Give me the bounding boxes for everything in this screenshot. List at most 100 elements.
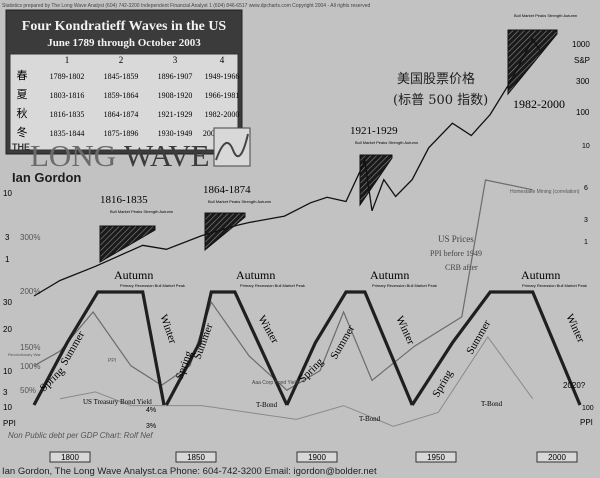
left-side-tick-10: 10 [3,367,12,376]
right-tick-6: 6 [584,185,588,192]
table-body [9,53,239,151]
chinese-title-line2: (标普 500 指数) [393,93,488,108]
table-cell: 1816-1835 [50,110,85,119]
season-glyph: 春 [17,69,28,82]
price-tick-300: 300% [20,233,40,242]
table-rows: 春 1789-1802 1845-1859 1896-1907 1949-1966 夏 18… [17,69,242,139]
bubble-hatch-2 [204,212,246,252]
right-tick-100: 100 [582,405,594,412]
logo-long: LONG [30,138,116,173]
price-tick-50: 50% [20,386,36,395]
crb-after-label: CRB after [445,263,478,272]
tbond-label-3: T-Bond [481,400,503,408]
summer-label-2: Summer [192,322,216,361]
bubble-note-2: Bull Market Peaks Strength Autumn [208,199,271,204]
table-cell: 1789-1802 [50,72,85,81]
stock-tick-10: 10 [3,189,12,198]
bubble-label-3: 1921-1929 [350,125,398,137]
table-cell: 1949-1966 [205,72,240,81]
right-tick-10: 10 [582,143,590,150]
right-tick-1: 1 [584,239,588,246]
series-sp [33,37,541,297]
footer-contact: Ian Gordon, The Long Wave Analyst.ca Pho… [2,466,377,477]
aaa-label: Aaa Corp Bond Yield [252,380,299,386]
tbond-yield-label: US Treasury Bond Yield [83,398,152,406]
autumn-label-4: Autumn [521,268,560,282]
bubble-label-1: 1816-1835 [100,194,148,206]
us-prices-label: US Prices [438,234,474,244]
autumn-note-1: Primary Recession Bull Market Peak [120,283,185,288]
homestake-label: Homestake Mining (correlation) [510,189,580,195]
bubble-1982-2000: 1982-2000 Bull Market Peaks Strength Aut… [507,13,577,111]
ppi-left: PPI [3,419,16,428]
left-side-tick-10b: 10 [3,403,12,412]
stock-tick-1: 1 [5,255,10,264]
bubble-label-4: 1982-2000 [513,97,565,111]
bubble-hatch-4 [507,29,558,96]
bubble-1816-1835: 1816-1835 Bull Market Peaks Strength Aut… [99,194,173,263]
col-header-2: 2 [119,55,124,65]
right-tick-3: 3 [584,217,588,224]
series-bond-yield [59,336,534,427]
season-glyph: 夏 [17,88,28,101]
season-glyph: 秋 [17,106,28,120]
autumn-note-3: Primary Recession Bull Market Peak [372,283,437,288]
wave-lines [32,290,582,406]
stock-tick-3: 3 [5,233,10,242]
table-title: Four Kondratieff Waves in the US [22,19,227,34]
logo-wave: WAVE [124,138,210,173]
table-cell: 1982-2000 [205,110,240,119]
table-cell: 1859-1864 [104,91,139,100]
chinese-title-line1: 美国股票价格 [397,71,475,87]
logo-author: Ian Gordon [12,170,81,185]
bubble-label-2: 1864-1874 [203,184,251,196]
decade-1850: 1850 [187,453,205,462]
decade-box-1950 [415,451,457,463]
table-cell: 1930-1949 [158,129,193,138]
left-side-tick-20: 20 [3,325,12,334]
left-side-tick-3: 3 [3,388,8,397]
logo-the: THE [12,142,30,152]
ppi-right: PPI [580,418,593,427]
col-header-4: 4 [220,55,225,65]
ppi-small-label: PPI [108,358,116,364]
decade-box-1850 [175,451,217,463]
table-cell: 1921-1929 [158,110,193,119]
table-cell: 1875-1896 [104,129,139,138]
sp-label: S&P [574,56,590,65]
sp-tick-1000: 1000 [572,40,590,49]
autumn-note-4: Primary Recession Bull Market Peak [522,283,587,288]
decade-1950: 1950 [427,453,445,462]
decade-box-1800 [49,451,91,463]
winter-label-1: Winter [157,313,179,346]
wave-trapezoid-4 [410,290,582,406]
autumn-label-3: Autumn [370,268,409,282]
price-tick-200: 200% [20,287,40,296]
decade-1800: 1800 [61,453,79,462]
table-cell: 1864-1874 [104,110,139,119]
tbond-label-2: T-Bond [359,415,381,423]
bubble-1921-1929: 1921-1929 Bull Market Peaks Strength Aut… [350,125,418,207]
wave-trapezoid-1 [32,290,166,406]
longwave-logo: THE LONG WAVE Ian Gordon [12,127,251,185]
bubble-note-1: Bull Market Peaks Strength Autumn [110,209,173,214]
bubble-note-3: Bull Market Peaks Strength Autumn [355,140,418,145]
wave-trapezoid-2 [164,290,289,406]
left-side-tick-30: 30 [3,298,12,307]
year-2020-label: 2020? [563,381,586,390]
annotations: US Prices PPI before 1949 CRB after US T… [8,189,586,440]
kondratieff-table: Four Kondratieff Waves in the US June 17… [5,9,243,155]
logo-wave-icon [215,133,249,161]
footer-note: Non Public debt per GDP Chart: Rolf Nef [8,431,153,440]
revolutionary-war-label: Revolutionary War [8,352,41,357]
table-cell: 1835-1844 [50,129,85,138]
season-glyph: 冬 [17,125,28,139]
summer-label-3: Summer [328,323,357,362]
tbond-label-1: T-Bond [256,401,278,409]
ppi-before-label: PPI before 1949 [430,249,482,258]
sp-tick-300: 300 [576,77,590,86]
price-tick-150: 150% [20,343,40,352]
price-tick-100: 100% [20,362,40,371]
